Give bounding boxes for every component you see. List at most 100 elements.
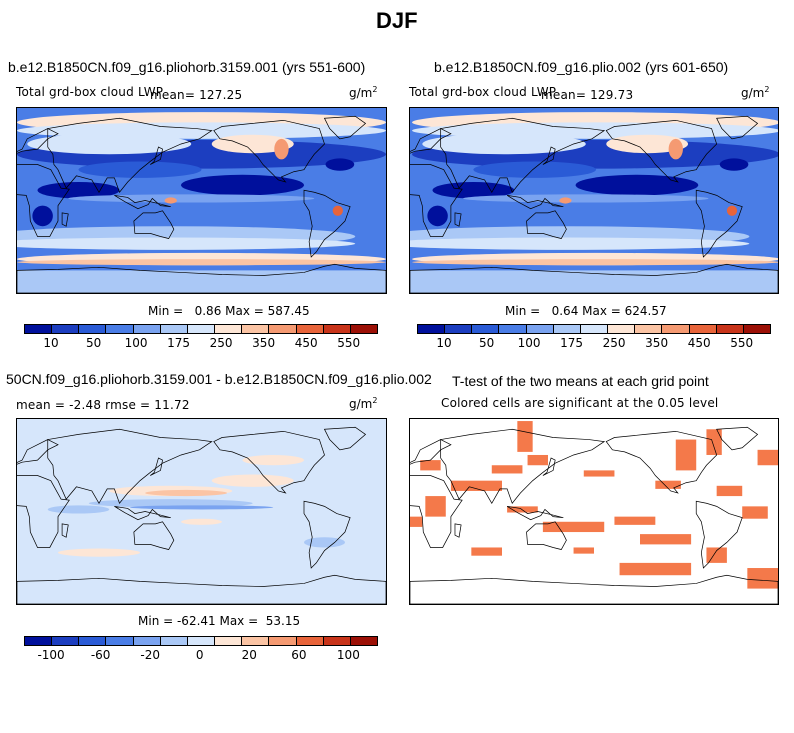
field-patch-7	[575, 174, 699, 196]
coastline-japan	[150, 457, 163, 476]
coastline-europe	[410, 439, 452, 465]
colorbar-label: 10	[436, 336, 452, 350]
colorbar-swatch	[608, 325, 636, 333]
significant-cell-14	[619, 562, 692, 576]
colorbar-swatch	[269, 325, 297, 333]
colorbar-label: -20	[140, 648, 160, 662]
field-patch-16	[427, 205, 448, 227]
colorbar-swatch	[79, 325, 107, 333]
colorbar-swatch	[215, 325, 243, 333]
panel2-map	[409, 107, 779, 294]
colorbar-swatch	[242, 325, 270, 333]
significant-cell-16	[410, 516, 423, 527]
coastline-japan	[542, 146, 556, 165]
coastline-south-america	[303, 189, 351, 258]
coastline-africa	[17, 164, 70, 237]
colorbar-swatch	[553, 325, 581, 333]
field-patch-7	[181, 174, 304, 196]
coastline-south-america	[303, 500, 351, 569]
significant-cell-20	[420, 460, 441, 471]
significant-cell-7	[614, 516, 656, 525]
field-patch-6	[274, 138, 289, 160]
coastline-europe	[17, 128, 59, 154]
field-patch-5	[606, 134, 689, 154]
panel3-colorbar	[24, 636, 378, 646]
coastline-south-america	[695, 500, 743, 569]
contour-fills	[47, 454, 345, 557]
colorbar-swatch	[743, 325, 771, 333]
polar-fill	[410, 270, 778, 293]
coastline-japan	[150, 146, 163, 165]
coastline-indonesia	[506, 195, 564, 210]
panel3-colorbar-labels: -100 -60 -20 0 20 60 100	[24, 648, 376, 664]
colorbar-label: 100	[336, 648, 360, 662]
panel3-units: g/m2	[349, 396, 378, 411]
panel2-mean: mean= 129.73	[541, 88, 634, 102]
colorbar-swatch	[187, 637, 216, 645]
significant-cell-2	[491, 465, 523, 474]
field-patch-6	[668, 138, 683, 160]
coastline-madagascar	[61, 212, 69, 227]
significant-cell-21	[583, 470, 615, 477]
diff-patch-2	[88, 499, 253, 508]
coastline-africa	[410, 475, 463, 548]
field-patch-8	[37, 182, 120, 199]
coastline-madagascar	[454, 212, 462, 227]
polar-fill	[17, 270, 386, 293]
field-patch-4	[422, 133, 586, 155]
panel2-title: b.e12.B1850CN.f09_g16.plio.002 (yrs 601-…	[434, 59, 729, 75]
colorbar-label: 350	[645, 336, 669, 350]
contour-fills	[17, 112, 386, 293]
significant-cell-17	[471, 547, 502, 556]
colorbar-swatch	[445, 325, 473, 333]
panel4-field	[410, 419, 778, 604]
field-patch-5	[211, 134, 294, 154]
panel1-minmax: Min = 0.86 Max = 587.45	[148, 304, 310, 318]
coastline-africa	[410, 164, 463, 237]
colorbar-swatch	[25, 637, 53, 645]
colorbar-label: 20	[241, 648, 257, 662]
coastline-north-america	[213, 119, 325, 183]
panel1-colorbar	[24, 324, 378, 334]
colorbar-swatch	[350, 637, 378, 645]
panel1-map	[16, 107, 387, 294]
colorbar-label: 350	[252, 336, 276, 350]
significant-cell-10	[706, 429, 722, 455]
panel4-map	[409, 418, 779, 605]
colorbar-label: 100	[517, 336, 541, 350]
coastlines	[410, 426, 778, 604]
diff-patch-9	[181, 518, 222, 525]
panel4-title: T-test of the two means at each grid poi…	[452, 373, 709, 389]
colorbar-label: -100	[37, 648, 65, 662]
colorbar-label: 10	[43, 336, 59, 350]
colorbar-swatch	[635, 325, 663, 333]
field-patch-11	[410, 237, 750, 250]
colorbar-swatch	[187, 325, 216, 333]
coastline-greenland	[716, 115, 759, 140]
panel3-stats-line: mean = -2.48 rmse = 11.72	[16, 398, 190, 412]
panel1-colorbar-labels: 10 50 100 175 250 350 450 550	[24, 336, 376, 352]
significant-cell-8	[640, 534, 692, 545]
colorbar-swatch	[133, 325, 161, 333]
field-patch-16	[32, 205, 53, 227]
panel2-colorbar	[417, 324, 771, 334]
significant-cell-11	[716, 485, 743, 497]
panel3-map	[16, 418, 387, 605]
colorbar-label: -60	[90, 648, 111, 662]
colorbar-label: 50	[85, 336, 102, 350]
coastline-greenland	[716, 426, 759, 451]
colorbar-label: 0	[195, 648, 204, 662]
coastline-asia	[47, 117, 213, 194]
colorbar-label: 450	[294, 336, 318, 350]
field-patch-9	[68, 194, 315, 203]
significant-cell-22	[757, 449, 778, 466]
colorbar-label: 450	[687, 336, 711, 350]
colorbar-swatch	[52, 637, 80, 645]
colorbar-swatch	[323, 637, 351, 645]
colorbar-swatch	[242, 637, 270, 645]
panel3-field	[17, 419, 386, 604]
diff-patch-6	[58, 548, 140, 557]
diff-patch-1	[145, 489, 228, 497]
colorbar-swatch	[106, 325, 134, 333]
colorbar-swatch	[25, 325, 53, 333]
